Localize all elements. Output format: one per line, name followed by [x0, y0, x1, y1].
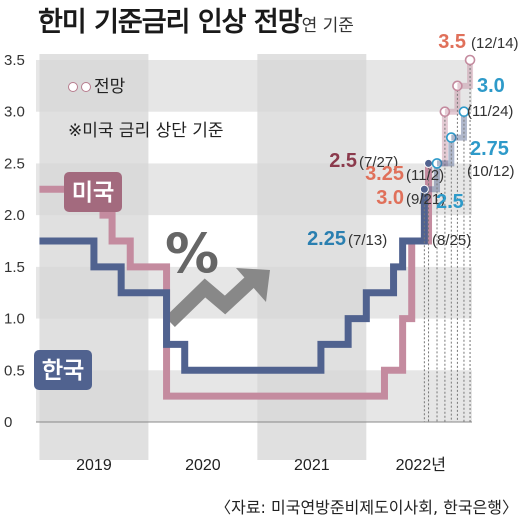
- percent-icon: %: [165, 222, 219, 285]
- y-tick-label: 2.5: [4, 155, 25, 172]
- us-line: [39, 163, 433, 400]
- annotation-date: (10/12): [467, 163, 515, 180]
- legend-forecast: 전망: [68, 72, 125, 97]
- annotation-date: (9/21): [406, 191, 445, 208]
- kr-series-label: 한국: [42, 358, 84, 384]
- legend-forecast-label: 전망: [94, 77, 126, 97]
- annotation-date: (7/13): [348, 232, 387, 249]
- annotation-value: 2.25: [307, 228, 346, 250]
- us-series-box: [64, 172, 122, 212]
- annotation-date: (11/24): [467, 103, 513, 120]
- x-tick-label: 2022년: [396, 456, 446, 474]
- us-series-label: 미국: [72, 180, 114, 206]
- source-note: 〈자료: 미국연방준비제도이사회, 한국은행〉: [215, 498, 518, 517]
- kr-forecast-point: [458, 106, 470, 118]
- annotation-value: 2.5: [436, 191, 464, 213]
- kr-forecast-point: [446, 132, 457, 143]
- trend-up-arrow-icon: [165, 268, 270, 328]
- annotation-value: 2.75: [470, 138, 509, 160]
- annotation-value: 3.5: [438, 31, 466, 53]
- annotation-value: 2.5: [329, 150, 357, 172]
- x-tick-label: 2020: [185, 457, 221, 474]
- x-tick-label: 2019: [76, 457, 112, 474]
- annotation-value: 3.0: [477, 75, 505, 97]
- us-forecast-line: [428, 111, 448, 167]
- y-tick-label: 3.5: [4, 52, 25, 69]
- kr-latest-point: [419, 184, 429, 194]
- chart-title-main: 한미 기준금리 인상 전망: [38, 7, 303, 38]
- kr-forecast-point: [431, 158, 443, 169]
- y-tick-label: 1.5: [4, 259, 25, 276]
- annotation-date: (12/14): [471, 35, 519, 52]
- y-tick-label: 1.0: [4, 311, 25, 328]
- annotation-date: (11/2): [406, 167, 444, 184]
- annotation-value: 3.25: [365, 163, 404, 185]
- trend-arrow-head: [236, 268, 270, 302]
- y-tick-label: 0: [4, 414, 12, 431]
- us-forecast-point: [464, 54, 476, 66]
- trend-arrow-body: [165, 274, 257, 328]
- year-shade: [257, 54, 367, 460]
- legend-note: ※미국 금리 상단 기준: [68, 121, 224, 141]
- chart-title-unit: 연 기준: [301, 16, 354, 36]
- us-forecast-point: [452, 80, 463, 92]
- x-tick-label: 2021: [294, 457, 330, 474]
- annotation-date: (8/25): [432, 232, 471, 249]
- kr-line: [39, 189, 428, 374]
- y-tick-label: 3.0: [4, 104, 25, 121]
- forecast-marker-icon: [68, 81, 94, 93]
- us-forecast-point: [439, 106, 451, 118]
- y-tick-label: 2.0: [4, 207, 25, 224]
- chart-title: 한미 기준금리 인상 전망연 기준: [38, 0, 354, 39]
- annotation-value: 3.0: [376, 187, 404, 209]
- y-tick-label: 0.5: [4, 362, 25, 379]
- annotation-date: (7/27): [359, 154, 398, 171]
- kr-series-box: [34, 350, 92, 390]
- percent-glyph: %: [165, 222, 219, 285]
